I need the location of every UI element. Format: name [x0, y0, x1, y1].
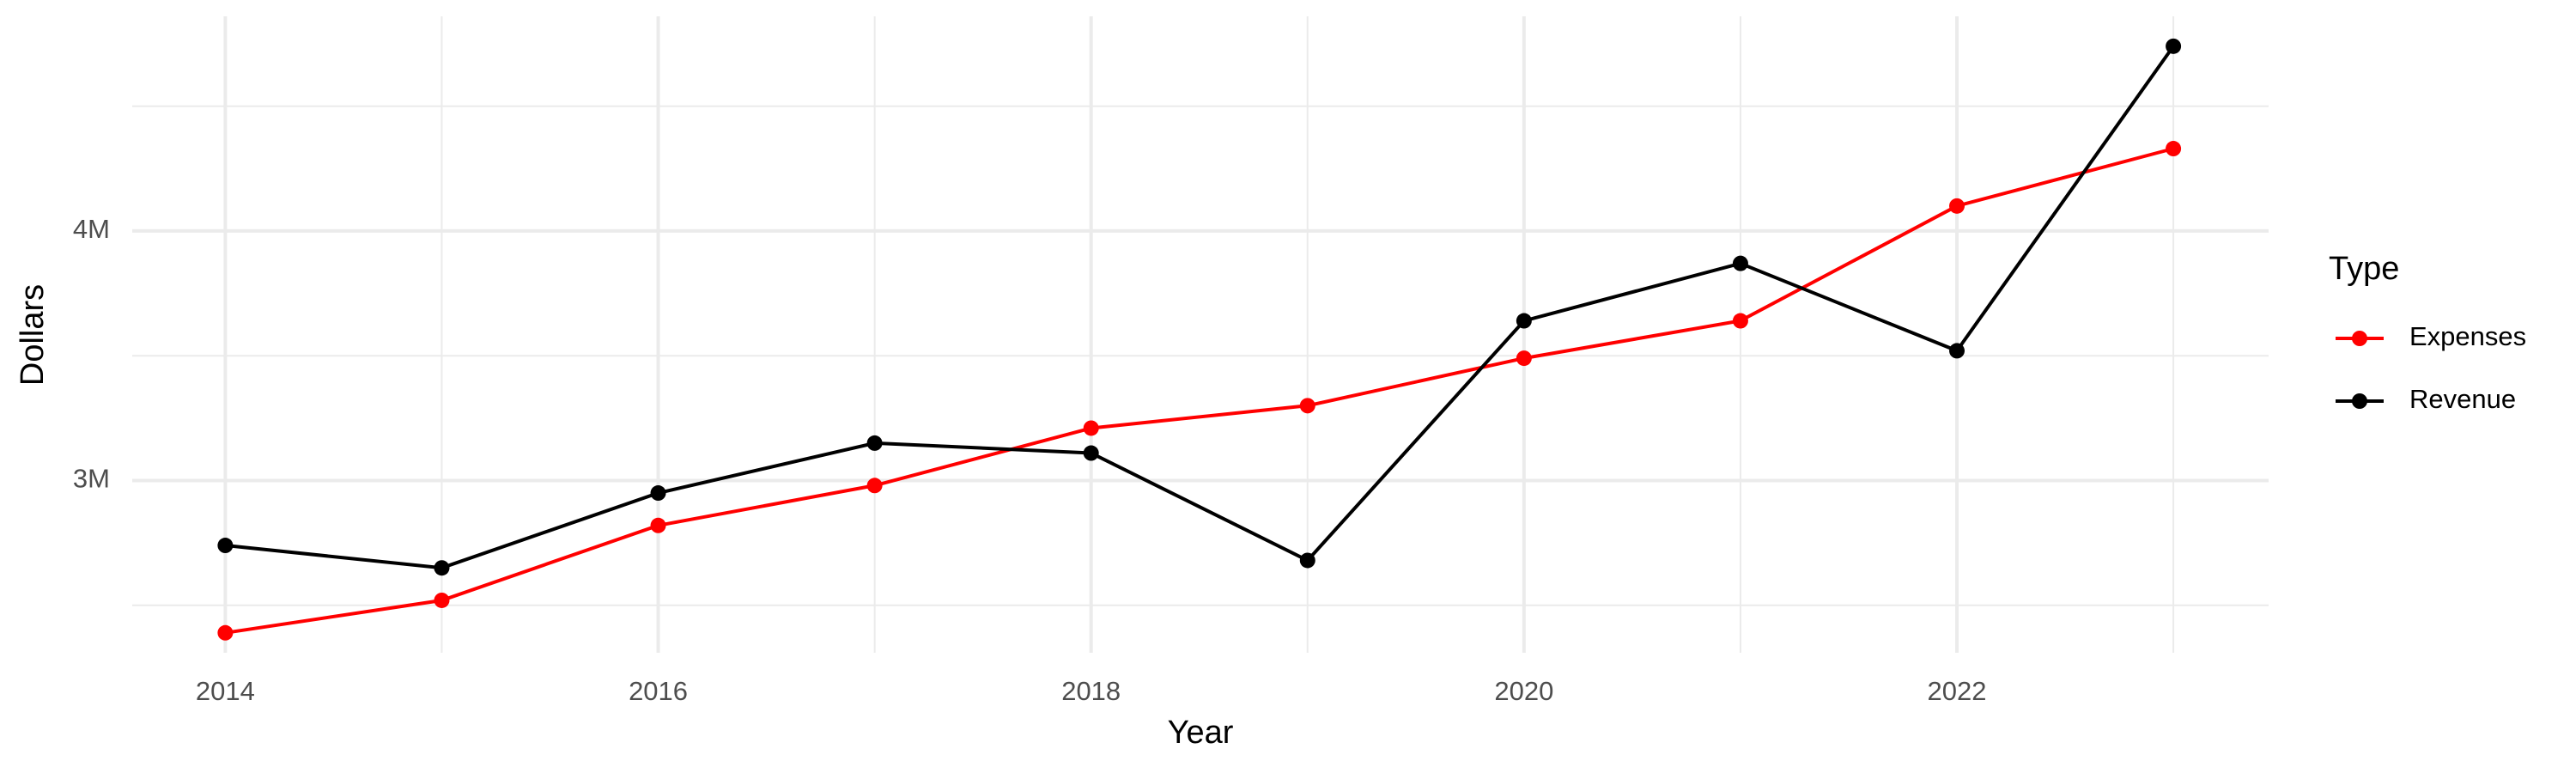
data-point: [1732, 255, 1748, 271]
x-tick-label: 2014: [196, 676, 255, 706]
data-point: [866, 435, 883, 451]
data-point: [650, 517, 666, 533]
data-point: [434, 560, 450, 576]
data-point: [866, 478, 883, 494]
y-axis-title: Dollars: [15, 284, 51, 386]
data-point: [1949, 343, 1965, 359]
data-point: [1516, 350, 1532, 367]
legend-marker: [2352, 331, 2367, 346]
legend-label: Revenue: [2409, 384, 2516, 414]
x-axis-title: Year: [1168, 715, 1234, 751]
data-point: [1083, 445, 1099, 461]
y-tick-label: 3M: [73, 464, 110, 494]
data-point: [650, 485, 666, 502]
x-tick-label: 2018: [1061, 676, 1121, 706]
data-point: [1299, 398, 1315, 414]
data-point: [2166, 38, 2182, 54]
data-point: [1516, 313, 1532, 329]
x-tick-label: 2020: [1494, 676, 1553, 706]
series-line: [225, 147, 2174, 635]
data-point: [1949, 198, 1965, 214]
series-line: [225, 45, 2175, 570]
data-point: [1299, 552, 1315, 569]
data-point: [1083, 420, 1099, 436]
legend-marker: [2352, 393, 2367, 409]
data-point: [1732, 313, 1748, 329]
legend-label: Expenses: [2409, 321, 2526, 351]
data-point: [217, 538, 234, 554]
data-point: [2166, 141, 2182, 157]
y-tick-label: 4M: [73, 214, 110, 244]
legend-title: Type: [2329, 251, 2399, 287]
x-tick-label: 2022: [1928, 676, 1987, 706]
data-point: [434, 592, 450, 608]
data-point: [217, 624, 234, 641]
x-tick-label: 2016: [629, 676, 688, 706]
